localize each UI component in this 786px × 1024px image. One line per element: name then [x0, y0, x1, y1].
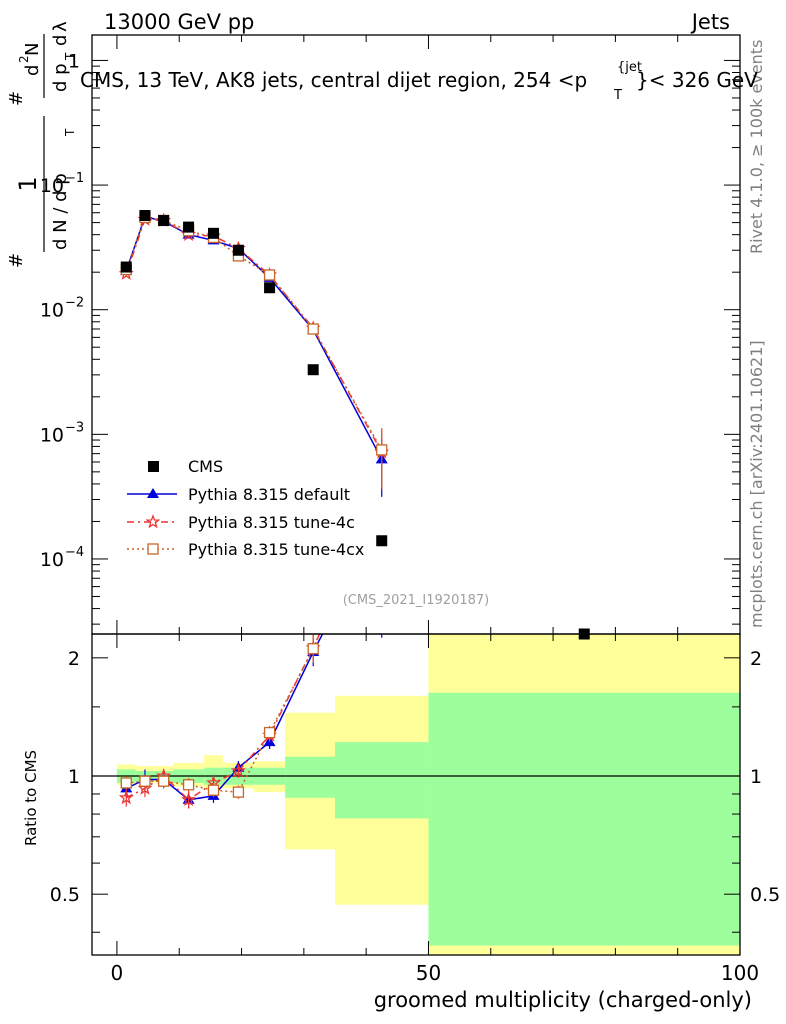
ratio-plot-series: [118, 514, 388, 809]
y-main-tick-label-3: 10: [40, 175, 64, 197]
ratio-point-tune4cx-6: [263, 726, 276, 739]
ratio-point-tune4cx-5: [232, 786, 245, 798]
y-main-tick-label-0: 10: [40, 549, 64, 571]
y-axis-label-ratio: Ratio to CMS: [22, 750, 40, 846]
band-inner-9: [428, 692, 740, 946]
y-main-tick-label-4: 1: [68, 50, 80, 72]
main-line-tune4c: [125, 218, 383, 453]
analysis-tag: (CMS_2021_I1920187): [343, 593, 490, 608]
ratio-point-tune4cx-7: [307, 643, 319, 655]
x-tick-label-50: 50: [416, 961, 441, 985]
title-tail: }< 326 GeV: [636, 68, 758, 92]
x-axis-label: groomed multiplicity (charged-only): [374, 988, 752, 1012]
legend-marker-tune4cx: [147, 543, 159, 555]
band-inner-8: [335, 742, 429, 819]
cms-point-6: [264, 282, 276, 294]
y-main-tick-exp-3: −1: [65, 171, 84, 186]
ylabel-dn-dpt: d N / d p: [50, 173, 71, 250]
x-tick-label-100: 100: [721, 961, 759, 985]
ylabel-sub-t-1: T: [63, 128, 77, 137]
legend-entry-cms: CMS: [148, 457, 223, 476]
cms-point-2: [158, 214, 170, 226]
legend-entry-default: Pythia 8.315 default: [127, 485, 350, 504]
ylabel-hash-2: #: [6, 91, 27, 106]
legend-label-cms: CMS: [188, 457, 223, 476]
ratio-point-tune4cx-3: [182, 779, 195, 791]
x-tick-label-0: 0: [111, 961, 124, 985]
ylabel-two: 2: [17, 55, 31, 63]
ylabel-n: N: [22, 43, 43, 56]
y-axis-label-main: # 1 d N / d p T # d p T d 2 N d λ: [6, 21, 77, 268]
main-plot-series: [118, 210, 390, 497]
cms-point-4: [208, 227, 219, 239]
ratio-point-default-8: [376, 514, 388, 524]
cms-point-7: [307, 364, 319, 376]
y-main-tick-exp-1: −3: [65, 420, 84, 435]
ratio-line-tune4cx: [126, 634, 321, 793]
y-ratio-tick-label-right-1: 1: [750, 766, 762, 788]
cms-point-0: [120, 261, 132, 273]
ylabel-dpt: d p: [50, 63, 71, 92]
legend-marker-default: [147, 488, 159, 498]
side-label-mcplots: mcplots.cern.ch [arXiv:2401.10621]: [747, 340, 766, 628]
ylabel-lambda: λ: [50, 21, 71, 32]
header-left: 13000 GeV pp: [104, 10, 254, 34]
y-ratio-tick-label-2: 2: [68, 648, 80, 670]
cms-point-1: [139, 209, 151, 221]
y-main-tick-exp-0: −4: [65, 545, 84, 560]
ratio-point-tune4cx-4: [207, 784, 220, 796]
ratio-point-tune4c-3: [181, 791, 197, 807]
legend-label-tune4c: Pythia 8.315 tune-4c: [188, 513, 355, 532]
y-main-tick-label-1: 10: [40, 424, 64, 446]
band-inner-7: [285, 756, 335, 798]
y-ratio-tick-label-1: 1: [68, 766, 80, 788]
legend-entry-tune4cx: Pythia 8.315 tune-4cx: [127, 540, 364, 559]
ratio-point-tune4c-5: [230, 763, 246, 778]
ylabel-sub-t-2: T: [63, 52, 77, 61]
cms-point-3: [183, 221, 195, 233]
ylabel-hash-1: #: [6, 253, 27, 268]
main-point-tune4cx-7: [307, 323, 319, 335]
ratio-point-tune4cx-1: [139, 775, 151, 787]
ylabel-d2: d: [22, 65, 43, 76]
y-main-tick-exp-2: −2: [65, 296, 84, 311]
main-point-tune4cx-6: [263, 269, 276, 281]
ratio-point-tune4cx-2: [158, 775, 170, 787]
title-superscript: {jet: [617, 60, 642, 75]
cms-point-5: [232, 244, 244, 256]
chart-title: CMS, 13 TeV, AK8 jets, central dijet reg…: [80, 60, 758, 103]
header-right: Jets: [690, 10, 730, 34]
ratio-point-tune4cx-0: [120, 777, 132, 789]
legend-label-tune4cx: Pythia 8.315 tune-4cx: [188, 540, 364, 559]
ylabel-one: 1: [14, 176, 42, 191]
main-point-tune4cx-8: [376, 444, 388, 456]
ratio-uncertainty-bands: [116, 634, 740, 955]
legend-marker-tune4c: [145, 514, 161, 529]
y-ratio-tick-label-0: 0.5: [50, 884, 80, 906]
legend: CMS Pythia 8.315 default Pythia 8.315 tu…: [127, 457, 364, 559]
legend-entry-tune4c: Pythia 8.315 tune-4c: [127, 513, 355, 532]
ratio-plot-frame: [91, 633, 741, 956]
y-ratio-tick-label-right-2: 2: [750, 648, 762, 670]
main-line-default: [125, 215, 383, 460]
ratio-point-tune4c-0: [118, 789, 134, 805]
y-ratio-tick-label-right-0: 0.5: [750, 884, 780, 906]
title-subscript: T: [613, 88, 622, 103]
legend-marker-cms: [148, 461, 159, 472]
ylabel-d: d: [50, 35, 71, 46]
legend-label-default: Pythia 8.315 default: [188, 485, 350, 504]
cms-data-points: [120, 209, 590, 640]
cms-point-8: [376, 535, 388, 547]
side-label-rivet: Rivet 4.1.0, ≥ 100k events: [747, 40, 766, 254]
main-line-tune4cx: [125, 216, 383, 451]
title-main: CMS, 13 TeV, AK8 jets, central dijet reg…: [80, 68, 587, 92]
y-main-tick-label-2: 10: [40, 300, 64, 322]
